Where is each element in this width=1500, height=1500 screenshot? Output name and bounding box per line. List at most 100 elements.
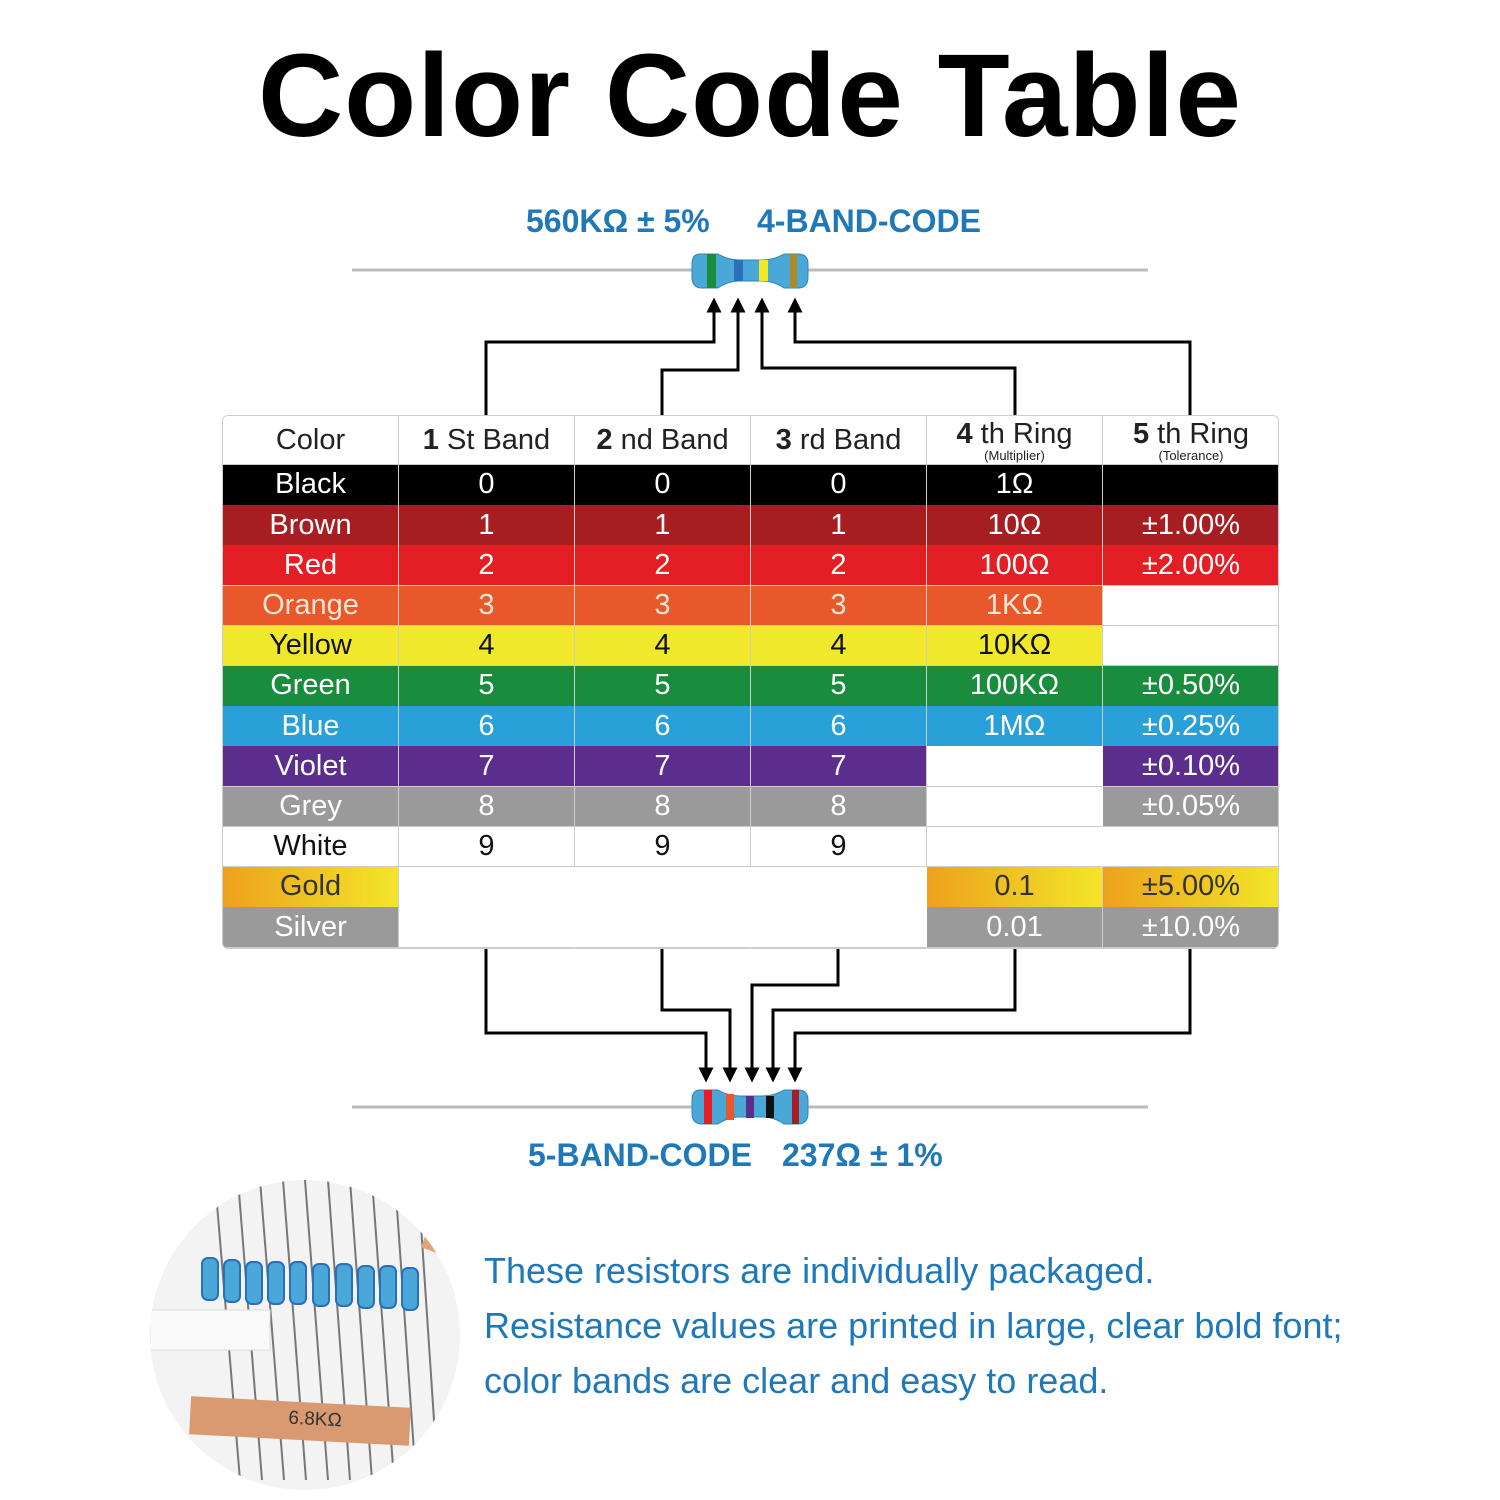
value-cell: 9 — [399, 826, 575, 868]
value-cell — [1103, 585, 1278, 627]
value-cell: 0 — [399, 465, 575, 506]
value-cell: 2 — [399, 545, 575, 587]
value-cell — [1103, 625, 1278, 667]
value-cell: 3 — [575, 585, 751, 627]
color-name-cell: Grey — [223, 786, 399, 828]
value-cell: 0 — [575, 465, 751, 506]
value-cell: 7 — [575, 746, 751, 788]
value-cell: 1 — [575, 505, 751, 546]
header-line: 3 rd Band — [776, 424, 902, 457]
color-name-cell: Silver — [223, 907, 399, 948]
value-cell: ±10.0% — [1103, 907, 1278, 948]
color-name-cell: Brown — [223, 505, 399, 546]
value-cell: 6 — [575, 706, 751, 747]
header-line: 2 nd Band — [596, 424, 728, 457]
color-name-cell: Blue — [223, 706, 399, 747]
value-cell — [751, 867, 927, 908]
bottom-code-value: 237Ω ± 1% — [782, 1137, 943, 1173]
value-cell: ±5.00% — [1103, 867, 1278, 908]
value-cell: 6 — [751, 706, 927, 747]
value-cell: ±2.00% — [1103, 545, 1278, 587]
color-name-cell: Violet — [223, 746, 399, 788]
header-cell: 1 St Band — [399, 416, 575, 465]
value-cell: 4 — [575, 625, 751, 667]
value-cell: 7 — [751, 746, 927, 788]
value-cell — [927, 826, 1103, 868]
value-cell: 8 — [751, 786, 927, 828]
value-cell — [1103, 826, 1278, 868]
header-number: 5 — [1132, 418, 1150, 450]
value-cell — [399, 907, 575, 948]
color-name-cell: Orange — [223, 585, 399, 627]
value-cell: 1KΩ — [927, 585, 1103, 627]
product-photo — [150, 1180, 460, 1490]
value-cell: 9 — [575, 826, 751, 868]
value-cell: 8 — [575, 786, 751, 828]
header-note: (Tolerance) — [1158, 448, 1224, 463]
header-text: Color — [275, 423, 346, 456]
value-cell: 0 — [751, 465, 927, 506]
header-cell: 4 th Ring (Multiplier) — [927, 416, 1103, 465]
value-cell: 5 — [751, 666, 927, 707]
bottom-code-label: 5-BAND-CODE — [528, 1137, 752, 1173]
value-cell: 1Ω — [927, 465, 1103, 506]
header-number: 4 — [956, 418, 973, 450]
bottom-resistor — [352, 1089, 1148, 1125]
value-cell: ±0.10% — [1103, 746, 1278, 788]
header-text: th Ring — [1157, 418, 1250, 450]
value-cell: 1 — [399, 505, 575, 546]
header-note: (Multiplier) — [984, 448, 1045, 463]
top-code-value: 560KΩ ± 5% — [526, 203, 710, 239]
value-cell: ±0.05% — [1103, 786, 1278, 828]
value-cell: 5 — [575, 666, 751, 707]
header-text: St Band — [447, 423, 551, 456]
value-cell — [575, 867, 751, 908]
value-cell: 3 — [751, 585, 927, 627]
color-name-cell: White — [223, 826, 399, 868]
value-cell: ±1.00% — [1103, 505, 1278, 546]
header-text: th Ring — [980, 418, 1073, 450]
value-cell: 7 — [399, 746, 575, 788]
value-cell: 10KΩ — [927, 625, 1103, 667]
value-cell: 9 — [751, 826, 927, 868]
value-cell — [575, 907, 751, 948]
title: Color Code Table — [257, 30, 1243, 162]
value-cell: 1 — [751, 505, 927, 546]
header-line: 1 St Band — [423, 424, 550, 457]
color-name-cell: Black — [223, 465, 399, 506]
value-cell — [751, 907, 927, 948]
value-cell: 0.01 — [927, 907, 1103, 948]
header-number: 2 — [596, 423, 613, 456]
color-name-cell: Gold — [223, 867, 399, 908]
value-cell: 3 — [399, 585, 575, 627]
value-cell: 100KΩ — [927, 666, 1103, 707]
value-cell: 8 — [399, 786, 575, 828]
value-cell: 0.1 — [927, 867, 1103, 908]
description-line: These resistors are individually package… — [484, 1250, 1155, 1291]
header-text: rd Band — [799, 423, 902, 456]
header-line: Color — [276, 424, 345, 457]
description-line: color bands are clear and easy to read. — [484, 1360, 1109, 1401]
header-cell: 3 rd Band — [751, 416, 927, 465]
header-cell: 2 nd Band — [575, 416, 751, 465]
top-resistor — [352, 253, 1148, 289]
value-cell: 4 — [751, 625, 927, 667]
color-name-cell: Green — [223, 666, 399, 707]
value-cell: 100Ω — [927, 545, 1103, 587]
value-cell: 1MΩ — [927, 706, 1103, 747]
color-table: Color 1 St Band 2 nd Band 3 rd Band 4 th Rin… — [222, 415, 1279, 949]
value-cell: ±0.50% — [1103, 666, 1278, 707]
value-cell: ±0.25% — [1103, 706, 1278, 747]
header-text: nd Band — [620, 423, 729, 456]
top-code-label: 4-BAND-CODE — [757, 203, 981, 239]
value-cell — [927, 746, 1103, 788]
value-cell: 10Ω — [927, 505, 1103, 546]
color-name-cell: Red — [223, 545, 399, 587]
header-number: 3 — [775, 423, 792, 456]
connectors — [484, 297, 1192, 1083]
header-cell: Color — [223, 416, 399, 465]
header-line: 5 th Ring — [1133, 418, 1249, 451]
value-cell — [399, 867, 575, 908]
